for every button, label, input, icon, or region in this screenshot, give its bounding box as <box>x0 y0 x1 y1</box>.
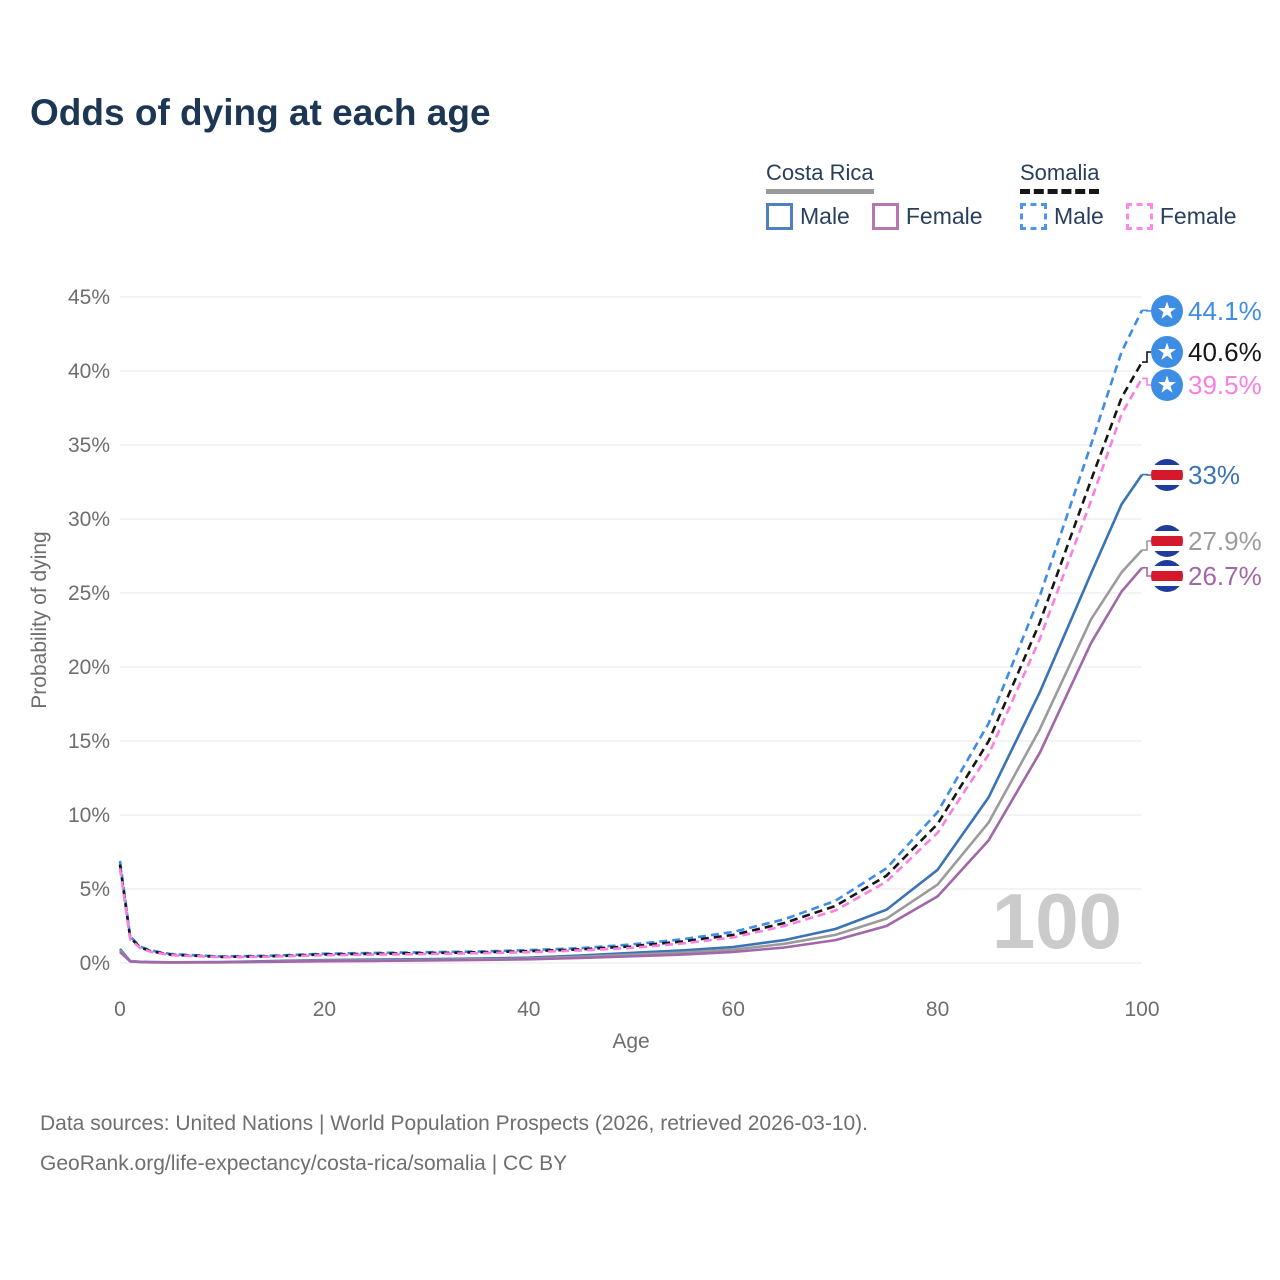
x-tick-label: 60 <box>722 998 745 1021</box>
x-tick-label: 20 <box>313 998 336 1021</box>
legend-item-costa-rica-male[interactable]: Male <box>766 203 850 230</box>
costa-rica-flag-icon <box>1151 525 1183 557</box>
y-tick-label: 45% <box>68 286 110 309</box>
y-tick-label: 25% <box>68 582 110 605</box>
y-tick-label: 5% <box>80 878 110 901</box>
legend-item-label: Male <box>800 203 850 229</box>
costa-rica-flag-icon <box>1151 560 1183 592</box>
x-tick-label: 0 <box>114 998 126 1021</box>
y-tick-label: 35% <box>68 434 110 457</box>
series-line-somalia-female <box>118 377 1144 959</box>
somalia-flag-icon <box>1151 369 1183 401</box>
somalia-flag-icon <box>1151 336 1183 368</box>
somalia-flag-icon <box>1151 295 1183 327</box>
data-source-line: Data sources: United Nations | World Pop… <box>40 1112 869 1135</box>
legend-item-label: Female <box>905 203 983 229</box>
footer: Data sources: United Nations | World Pop… <box>40 1104 868 1184</box>
series-line-somalia-male <box>118 309 1144 958</box>
x-tick-label: 40 <box>517 998 540 1021</box>
end-label-costa-rica-male: 33% <box>1188 460 1240 490</box>
legend-item-label: Male <box>1054 203 1104 229</box>
end-label-connector <box>1142 309 1151 312</box>
legend-country-costa-rica: Costa Rica <box>766 160 874 194</box>
end-label-connector <box>1142 351 1151 363</box>
legend-country-somalia: Somalia <box>1020 160 1100 194</box>
somalia-female-swatch-icon <box>1125 203 1153 230</box>
costa-rica-female-swatch-icon <box>871 203 899 230</box>
y-tick-label: 30% <box>68 508 110 531</box>
attribution-line: GeoRank.org/life-expectancy/costa-rica/s… <box>40 1152 568 1175</box>
legend-item-somalia-male[interactable]: Male <box>1020 203 1104 230</box>
series-line-somalia-both <box>118 361 1144 959</box>
legend-group-somalia: Somalia Male Female <box>1020 160 1237 230</box>
costa-rica-male-swatch-icon <box>766 203 793 230</box>
y-tick-label: 15% <box>68 730 110 753</box>
end-label-connector <box>1142 540 1151 551</box>
legend-item-costa-rica-female[interactable]: Female <box>871 203 983 230</box>
end-label-costa-rica-female: 26.7% <box>1188 561 1262 591</box>
series-line-costa-rica-female <box>119 566 1143 964</box>
legend-group-costa-rica: Costa Rica Male Female <box>766 160 983 230</box>
y-tick-label: 10% <box>68 804 110 827</box>
end-label-somalia-both: 40.6% <box>1188 337 1262 367</box>
watermark: 100 <box>992 877 1122 965</box>
costa-rica-flag-icon <box>1151 459 1183 491</box>
somalia-male-swatch-icon <box>1020 203 1047 230</box>
y-axis-label: Probability of dying <box>28 531 51 708</box>
end-label-connector <box>1142 567 1151 577</box>
x-tick-label: 80 <box>926 998 949 1021</box>
legend-item-somalia-female[interactable]: Female <box>1125 203 1237 230</box>
end-label-costa-rica-both: 27.9% <box>1188 526 1262 556</box>
y-tick-label: 40% <box>68 360 110 383</box>
x-tick-label: 100 <box>1124 998 1159 1021</box>
chart-title: Odds of dying at each age <box>30 92 491 133</box>
x-axis-label: Age <box>612 1030 649 1053</box>
end-label-somalia-female: 39.5% <box>1188 370 1262 400</box>
y-tick-label: 20% <box>68 656 110 679</box>
end-label-somalia-male: 44.1% <box>1188 296 1262 326</box>
end-label-connector <box>1142 377 1151 386</box>
legend-item-label: Female <box>1159 203 1237 229</box>
y-tick-label: 0% <box>80 952 110 975</box>
